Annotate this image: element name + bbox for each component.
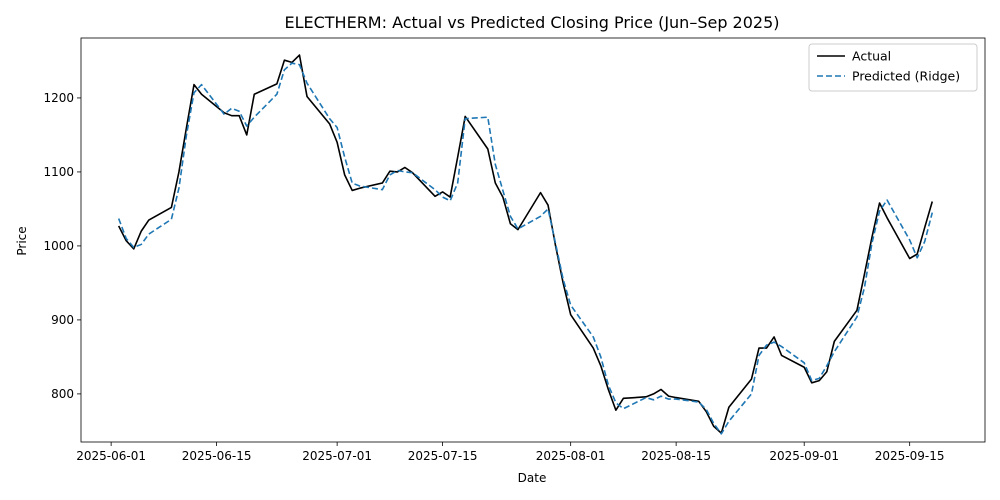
x-axis-label: Date: [518, 471, 547, 485]
x-tick-label: 2025-08-15: [641, 449, 711, 463]
x-axis: 2025-06-01 2025-06-15 2025-07-01 2025-07-15…: [76, 442, 945, 463]
x-tick-label: 2025-07-01: [302, 449, 372, 463]
y-axis: 800 900 1000 1100 1200: [43, 91, 81, 401]
legend-label: Actual: [852, 49, 891, 64]
y-axis-label: Price: [15, 226, 29, 255]
legend: Actual Predicted (Ridge): [808, 43, 978, 92]
plot-area-frame: [80, 37, 986, 443]
y-tick-label: 1000: [43, 239, 74, 253]
x-tick-label: 2025-07-15: [408, 449, 478, 463]
legend-box: [808, 43, 978, 92]
x-tick-label: 2025-06-01: [76, 449, 146, 463]
y-tick-label: 1200: [43, 91, 74, 105]
y-tick-label: 800: [51, 387, 74, 401]
x-tick-label: 2025-09-15: [875, 449, 945, 463]
chart-title: ELECTHERM: Actual vs Predicted Closing P…: [284, 13, 779, 32]
y-tick-label: 1100: [43, 165, 74, 179]
series-line-predicted: [117, 62, 934, 435]
x-tick-label: 2025-08-01: [536, 449, 606, 463]
x-tick-label: 2025-06-15: [182, 449, 252, 463]
series-line-actual: [117, 54, 934, 434]
y-tick-label: 900: [51, 313, 74, 327]
legend-label: Predicted (Ridge): [852, 69, 960, 84]
x-tick-label: 2025-09-01: [769, 449, 839, 463]
